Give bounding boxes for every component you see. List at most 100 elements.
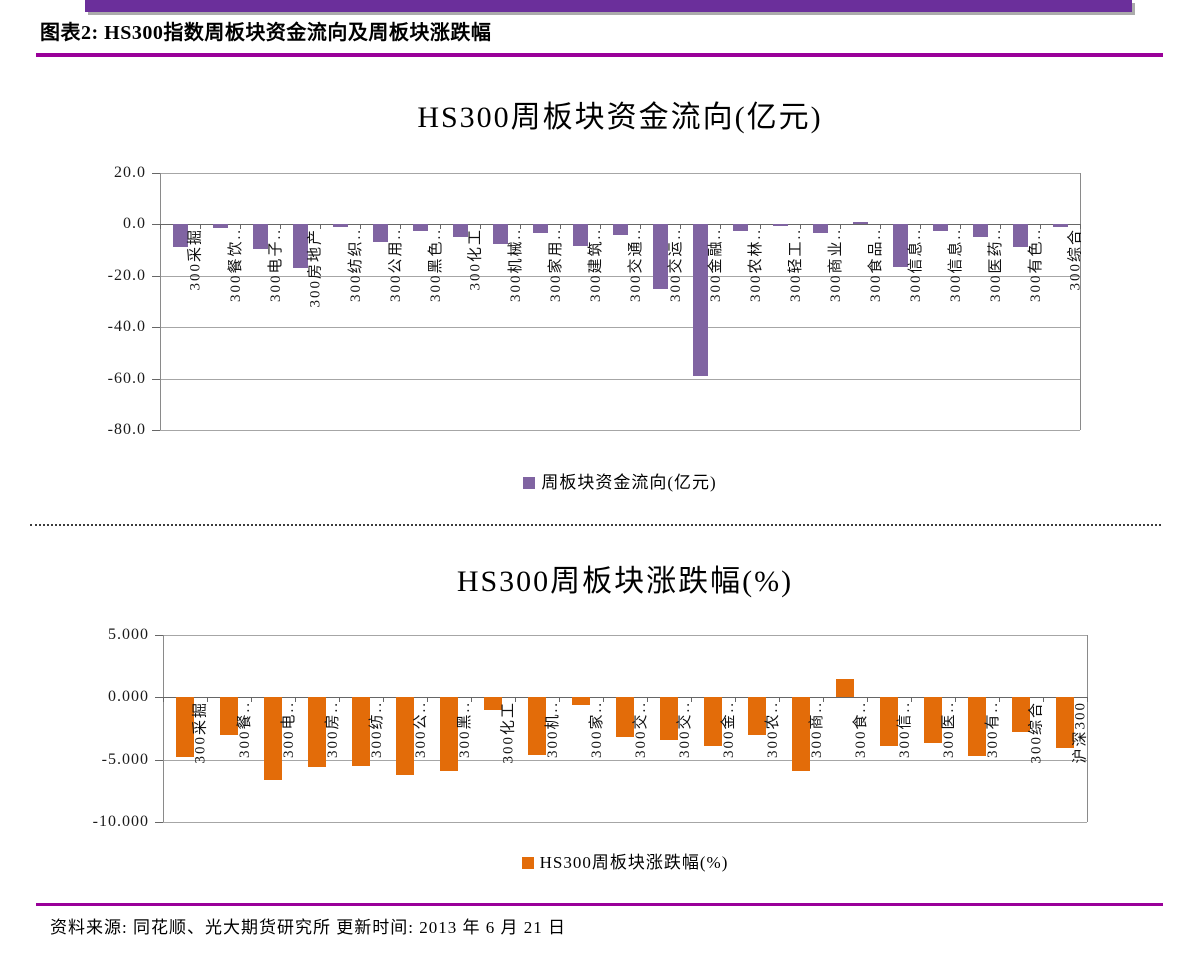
category-label: 300医..: [941, 701, 957, 759]
category-tick: [840, 224, 841, 230]
plot-border: [160, 173, 161, 430]
bar: [660, 697, 678, 740]
y-axis-tick-label: -60.0: [107, 369, 146, 387]
flow-chart-legend: 周板块资金流向(亿元): [160, 468, 1080, 493]
category-tick: [880, 224, 881, 230]
category-tick: [823, 697, 824, 703]
category-tick: [960, 224, 961, 230]
y-axis-tick: [152, 430, 160, 431]
flow-chart-title: HS300周板块资金流向(亿元): [417, 101, 823, 134]
category-label: 300医药..: [988, 228, 1004, 303]
category-label: 300交通..: [628, 228, 644, 303]
bar: [880, 697, 898, 746]
bar: [176, 697, 194, 758]
y-axis-tick-label: 20.0: [114, 164, 146, 181]
bar: [572, 697, 590, 705]
bar: [792, 697, 810, 771]
category-label: 300黑..: [457, 701, 473, 759]
y-axis-tick-label: -10.000: [92, 813, 149, 830]
y-axis-tick-label: -40.0: [107, 318, 146, 336]
category-tick: [779, 697, 780, 703]
bar: [412, 224, 428, 231]
bar: [1012, 224, 1028, 248]
category-tick: [383, 697, 384, 703]
category-tick: [400, 224, 401, 230]
category-tick: [603, 697, 604, 703]
bar: [616, 697, 634, 738]
bar: [1012, 697, 1030, 733]
bar: [572, 224, 588, 247]
category-tick: [560, 224, 561, 230]
bar: [836, 678, 854, 698]
category-label: 300纺织..: [348, 228, 364, 303]
category-tick: [680, 224, 681, 230]
page-title: 图表2: HS300指数周板块资金流向及周板块涨跌幅: [40, 22, 492, 44]
y-axis-tick: [155, 697, 163, 699]
change-chart-legend: HS300周板块涨跌幅(%): [163, 848, 1087, 873]
category-label: 300交..: [633, 701, 649, 759]
gridline: [160, 430, 1080, 431]
bar: [396, 697, 414, 775]
section-separator: [30, 524, 1161, 526]
category-tick: [339, 697, 340, 703]
bar: [612, 224, 628, 235]
bar: [440, 697, 458, 771]
bar: [220, 697, 238, 735]
category-label: 300有..: [985, 701, 1001, 759]
bar: [812, 224, 828, 234]
gridline: [163, 759, 1087, 761]
category-label: 300机..: [545, 701, 561, 759]
footer-source: 资料来源: 同花顺、光大期货研究所 更新时间: 2013 年 6 月 21 日: [50, 918, 566, 937]
category-label: 300综合: [1029, 701, 1045, 764]
y-axis-tick: [155, 759, 163, 761]
category-label: 300电..: [281, 701, 297, 759]
category-label: 300交运..: [668, 228, 684, 303]
footer-rule: [36, 903, 1163, 906]
bar: [372, 224, 388, 243]
category-tick: [647, 697, 648, 703]
category-tick: [760, 224, 761, 230]
category-tick: [251, 697, 252, 703]
category-label: 300金融..: [708, 228, 724, 303]
y-axis-tick-label: -20.0: [107, 266, 146, 284]
y-axis-tick-label: 5.000: [108, 626, 149, 643]
category-label: 300公..: [413, 701, 429, 759]
y-axis-tick: [152, 224, 160, 226]
category-label: 沪深300: [1073, 701, 1089, 764]
bar: [484, 697, 502, 710]
category-label: 300机械..: [508, 228, 524, 303]
gridline: [160, 327, 1080, 329]
category-tick: [360, 224, 361, 230]
category-tick: [800, 224, 801, 230]
category-tick: [320, 224, 321, 230]
category-label: 300纺..: [369, 701, 385, 759]
category-label: 300家..: [589, 701, 605, 759]
flow-legend-label: 周板块资金流向(亿元): [541, 473, 717, 492]
category-label: 300公用..: [388, 228, 404, 303]
category-tick: [440, 224, 441, 230]
category-tick: [867, 697, 868, 703]
bar: [252, 224, 268, 249]
bar: [692, 224, 708, 376]
gridline: [163, 822, 1087, 823]
category-label: 300有色..: [1028, 228, 1044, 303]
category-label: 300采掘: [188, 228, 204, 291]
category-tick: [160, 224, 161, 230]
category-label: 300黑色..: [428, 228, 444, 303]
category-tick: [207, 697, 208, 703]
category-tick: [920, 224, 921, 230]
category-label: 300农林..: [748, 228, 764, 303]
category-tick: [955, 697, 956, 703]
category-tick: [520, 224, 521, 230]
bar: [1052, 224, 1068, 227]
category-label: 300信息..: [908, 228, 924, 303]
bar: [308, 697, 326, 768]
category-tick: [1040, 224, 1041, 230]
category-label: 300餐饮..: [228, 228, 244, 303]
bar: [452, 224, 468, 238]
plot-border: [1087, 635, 1088, 822]
bar: [332, 224, 348, 227]
category-label: 300电子..: [268, 228, 284, 303]
plot-border: [163, 635, 164, 822]
category-tick: [735, 697, 736, 703]
